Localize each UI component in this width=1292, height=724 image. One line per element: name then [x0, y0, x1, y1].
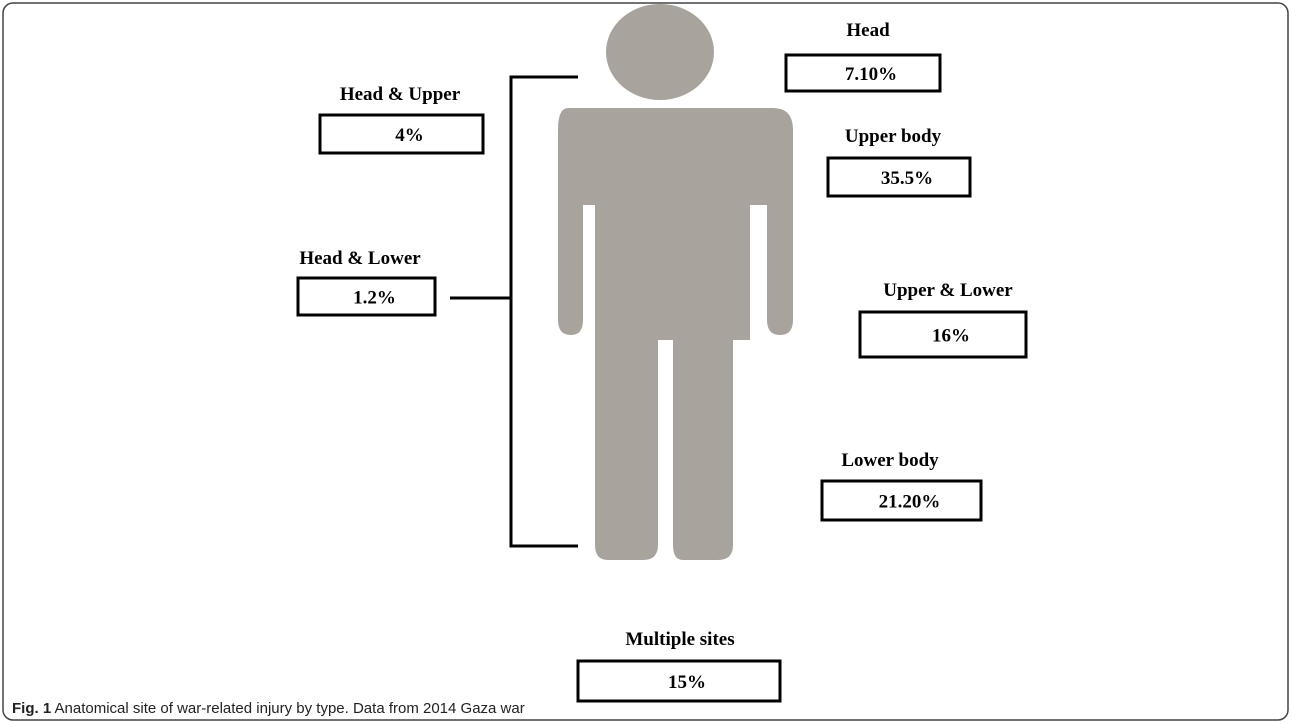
node-value: 16%: [932, 326, 970, 347]
caption: Fig. 1 Anatomical site of war-related in…: [12, 700, 525, 717]
node-label: Head: [846, 20, 890, 41]
node-label: Upper body: [845, 126, 942, 147]
figure: Head 7.10% Head & Upper 4% Upper body 35.5% He…: [0, 0, 1292, 724]
node-value: 35.5%: [881, 168, 933, 189]
caption-text: Anatomical site of war-related injury by…: [55, 700, 525, 717]
node-label: Lower body: [841, 450, 939, 471]
node-value: 7.10%: [845, 64, 897, 85]
caption-number: Fig. 1: [12, 700, 51, 717]
node-label: Head & Upper: [340, 84, 461, 105]
node-value: 4%: [395, 125, 424, 146]
node-label: Multiple sites: [625, 629, 734, 650]
node-label: Head & Lower: [299, 248, 421, 269]
node-value: 15%: [668, 672, 706, 693]
body-silhouette: [558, 4, 793, 560]
node-value: 1.2%: [353, 288, 396, 309]
node-value: 21.20%: [879, 492, 941, 513]
node-label: Upper & Lower: [883, 280, 1013, 301]
